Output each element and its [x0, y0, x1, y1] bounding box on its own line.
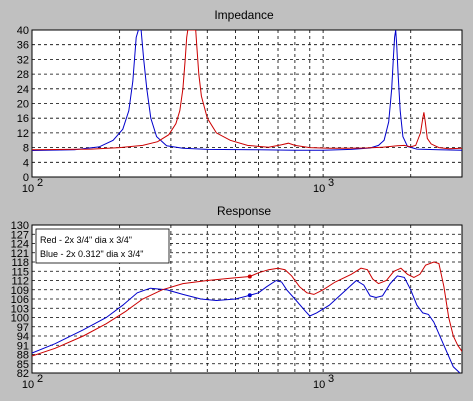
response-y-tick-label: 124: [11, 239, 29, 251]
response-series-marker: [247, 274, 252, 279]
response-y-tick-label: 127: [11, 229, 29, 241]
impedance-y-tick-label: 16: [17, 113, 29, 125]
impedance-y-tick-label: 8: [23, 143, 29, 155]
response-series-marker: [247, 293, 252, 298]
response-legend: Red - 2x 3/4" dia x 3/4" Blue - 2x 0.312…: [35, 228, 170, 264]
response-y-tick-label: 118: [11, 257, 29, 269]
response-y-tick-label: 100: [11, 313, 29, 325]
response-plot: Response 8285889194971001031061091121151…: [11, 204, 463, 391]
impedance-y-tick-label: 32: [17, 54, 29, 66]
impedance-y-tick-label: 4: [23, 157, 29, 169]
response-y-axis: 8285889194971001031061091121151181211241…: [11, 220, 29, 380]
impedance-y-tick-label: 40: [17, 25, 29, 37]
response-y-tick-label: 88: [17, 350, 29, 362]
impedance-x-tick-label: 10: [22, 183, 34, 195]
impedance-title: Impedance: [214, 8, 274, 22]
impedance-series-line: [32, 30, 462, 151]
response-y-tick-label: 82: [17, 368, 29, 380]
legend-entry-blue: Blue - 2x 0.312" dia x 3/4": [40, 249, 143, 259]
impedance-x-tick-label: 10: [313, 183, 325, 195]
response-x-tick-exponent: 3: [328, 373, 334, 385]
response-y-tick-label: 103: [11, 303, 29, 315]
impedance-series: [32, 30, 462, 151]
impedance-y-tick-label: 12: [17, 128, 29, 140]
response-x-tick-label: 10: [22, 379, 34, 391]
impedance-x-tick-exponent: 2: [37, 177, 43, 189]
response-y-tick-label: 115: [11, 266, 29, 278]
response-series: [32, 261, 462, 373]
response-y-tick-label: 112: [11, 276, 29, 288]
response-y-tick-label: 130: [11, 220, 29, 232]
impedance-grid: [32, 30, 462, 177]
response-x-axis: 10 2 10 3: [22, 373, 334, 391]
response-series-line: [32, 275, 461, 373]
response-y-tick-label: 109: [11, 285, 29, 297]
response-y-tick-label: 106: [11, 294, 29, 306]
impedance-y-tick-label: 0: [23, 172, 29, 184]
impedance-series-line: [32, 30, 462, 151]
impedance-y-tick-label: 20: [17, 99, 29, 111]
legend-entry-red: Red - 2x 3/4" dia x 3/4": [40, 235, 132, 245]
impedance-y-tick-label: 28: [17, 69, 29, 81]
response-y-tick-label: 85: [17, 359, 29, 371]
response-grid: [32, 225, 462, 373]
response-y-tick-label: 94: [17, 331, 29, 343]
impedance-y-tick-label: 24: [17, 84, 29, 96]
impedance-x-axis: 10 2 10 3: [22, 177, 334, 195]
response-x-tick-exponent: 2: [37, 373, 43, 385]
response-title: Response: [217, 204, 271, 218]
legend-box: [35, 228, 170, 264]
impedance-x-tick-exponent: 3: [328, 177, 334, 189]
response-y-tick-label: 97: [17, 322, 29, 334]
response-y-tick-label: 121: [11, 248, 29, 260]
response-y-tick-label: 91: [17, 340, 29, 352]
response-series-line: [32, 261, 462, 357]
impedance-y-axis: 0 4 8 12 16 20 24 28 32 36 40: [17, 25, 29, 184]
impedance-y-tick-label: 36: [17, 40, 29, 52]
response-x-tick-label: 10: [313, 379, 325, 391]
